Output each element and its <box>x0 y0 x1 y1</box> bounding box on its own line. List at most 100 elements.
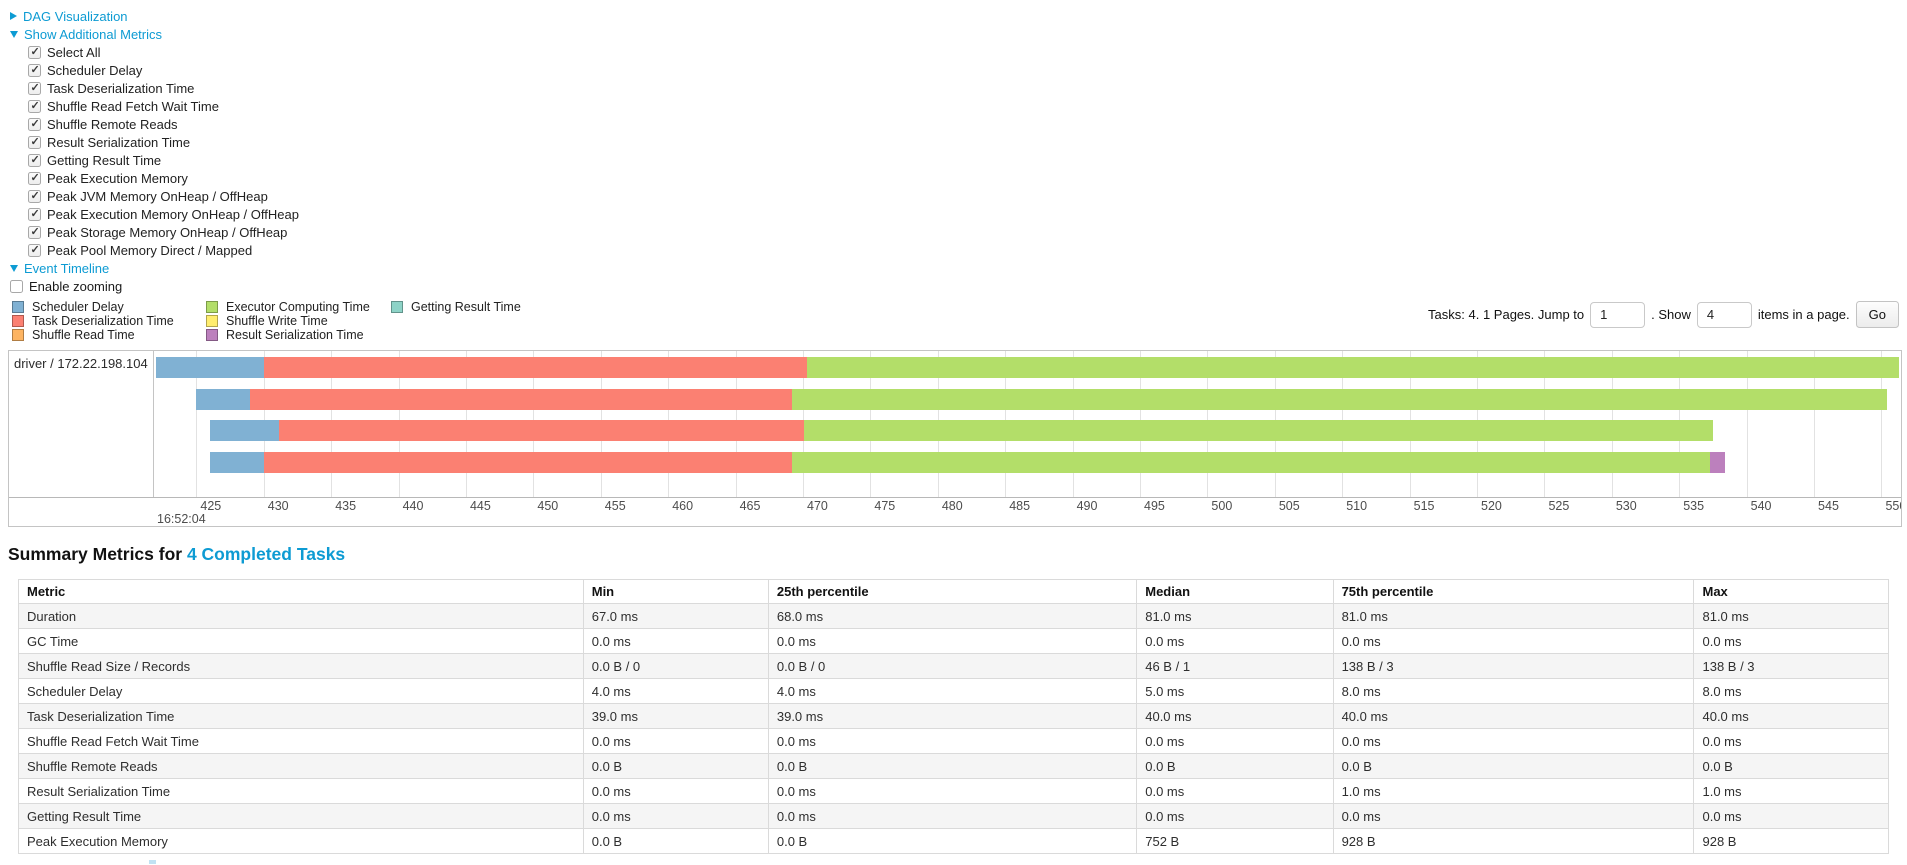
axis-tick-label: 530 <box>1615 499 1637 513</box>
metric-checkbox-row: Peak JVM Memory OnHeap / OffHeap <box>10 187 1907 205</box>
show-additional-metrics-toggle[interactable]: Show Additional Metrics <box>10 25 1907 43</box>
metric-checkbox[interactable] <box>28 63 41 77</box>
metric-value-cell: 46 B / 1 <box>1136 653 1334 679</box>
timeline-task-segment-executor-computing[interactable] <box>792 388 1887 410</box>
metric-checkbox[interactable] <box>28 135 41 149</box>
metric-value-cell: 81.0 ms <box>1332 603 1695 629</box>
table-row: GC Time 0.0 ms 0.0 ms 0.0 ms 0.0 ms 0.0 ms <box>18 628 1889 654</box>
timeline-task-segment-scheduler-delay[interactable] <box>155 357 264 378</box>
event-timeline-toggle[interactable]: Event Timeline <box>10 259 1907 277</box>
legend-swatch-icon <box>12 301 24 313</box>
enable-zooming-checkbox[interactable] <box>10 279 23 293</box>
timeline-task-segment-task-deserialization[interactable] <box>263 357 808 378</box>
axis-tick-label: 550 <box>1885 499 1901 513</box>
time-axis-labels: 425 430 435 440 445 450 455 460 465 470 475 480 485 4… <box>155 499 1901 514</box>
metric-value-cell: 5.0 ms <box>1136 678 1334 704</box>
metric-checkbox-label: Task Deserialization Time <box>47 80 195 96</box>
timeline-task-segment-task-deserialization[interactable] <box>250 388 793 410</box>
legend-item: Shuffle Write Time <box>206 314 391 328</box>
metric-checkbox-label: Peak Storage Memory OnHeap / OffHeap <box>47 224 288 240</box>
table-row: Duration 67.0 ms 68.0 ms 81.0 ms 81.0 ms 81.0… <box>18 603 1889 629</box>
axis-tick-label: 485 <box>1009 499 1031 513</box>
metric-checkbox[interactable] <box>28 207 41 221</box>
dag-visualization-toggle[interactable]: DAG Visualization <box>10 7 1907 25</box>
metric-checkbox[interactable] <box>28 99 41 113</box>
metric-value-cell: 0.0 B <box>582 753 769 779</box>
pagination-suffix-text: items in a page. <box>1757 307 1850 322</box>
metric-checkbox-row: Peak Execution Memory <box>10 169 1907 187</box>
table-row: Shuffle Read Fetch Wait Time 0.0 ms 0.0 ms… <box>18 728 1889 754</box>
timeline-task-segment-executor-computing[interactable] <box>807 357 1899 378</box>
pagination-prefix-text: Tasks: 4. 1 Pages. Jump to <box>1428 307 1585 322</box>
event-timeline-link[interactable]: Event Timeline <box>24 260 110 276</box>
timeline-task-segment-scheduler-delay[interactable] <box>209 451 264 473</box>
metric-checkbox[interactable] <box>28 81 41 95</box>
dag-visualization-link[interactable]: DAG Visualization <box>23 8 128 24</box>
metric-checkbox[interactable] <box>28 225 41 239</box>
legend-item: Shuffle Read Time <box>12 328 206 342</box>
metric-value-cell: 752 B <box>1136 828 1334 854</box>
axis-tick-label: 460 <box>672 499 694 513</box>
metric-value-cell: 81.0 ms <box>1136 603 1334 629</box>
metric-value-cell: 0.0 B <box>1332 753 1695 779</box>
metric-value-cell: 0.0 B <box>767 753 1138 779</box>
metric-name-cell: GC Time <box>18 628 584 654</box>
axis-tick-label: 445 <box>469 499 491 513</box>
metric-name-cell: Shuffle Remote Reads <box>18 753 584 779</box>
expanded-arrow-icon <box>10 264 18 272</box>
axis-tick-label: 510 <box>1346 499 1368 513</box>
legend-swatch-icon <box>206 329 218 341</box>
axis-tick-label: 440 <box>402 499 424 513</box>
show-additional-metrics-link[interactable]: Show Additional Metrics <box>24 26 163 42</box>
pagination-show-text: . Show <box>1651 307 1691 322</box>
timeline-task-segment-task-deserialization[interactable] <box>278 420 805 441</box>
jump-to-page-input[interactable] <box>1590 301 1646 328</box>
timeline-task-segment-result-serialization[interactable] <box>1710 451 1726 473</box>
metric-value-cell: 0.0 ms <box>1136 778 1334 804</box>
table-row: Task Deserialization Time 39.0 ms 39.0 ms 4… <box>18 703 1889 729</box>
metric-checkbox-row: Result Serialization Time <box>10 133 1907 151</box>
metric-value-cell: 0.0 ms <box>767 803 1138 829</box>
metric-checkbox[interactable] <box>28 117 41 131</box>
axis-gridline <box>1746 351 1748 497</box>
axis-tick-label: 505 <box>1278 499 1300 513</box>
axis-tick-label: 500 <box>1211 499 1233 513</box>
metric-value-cell: 4.0 ms <box>582 678 769 704</box>
metric-checkbox[interactable] <box>28 243 41 257</box>
axis-tick-label: 425 <box>200 499 222 513</box>
metric-value-cell: 0.0 ms <box>767 628 1138 654</box>
timeline-task-segment-executor-computing[interactable] <box>804 420 1713 441</box>
metric-value-cell: 928 B <box>1693 828 1889 854</box>
summary-metrics-table: Metric Min 25th percentile Median 75th perce… <box>18 579 1889 854</box>
timeline-task-segment-task-deserialization[interactable] <box>263 451 793 473</box>
metric-checkbox[interactable] <box>28 171 41 185</box>
metric-checkbox[interactable] <box>28 45 41 59</box>
metric-name-cell: Getting Result Time <box>18 803 584 829</box>
legend-swatch-icon <box>391 301 403 313</box>
metric-checkbox-label: Peak JVM Memory OnHeap / OffHeap <box>47 188 268 204</box>
metric-checkbox[interactable] <box>28 153 41 167</box>
timeline-task-segment-scheduler-delay[interactable] <box>196 388 251 410</box>
axis-gridline <box>1814 351 1816 497</box>
table-row: Shuffle Remote Reads 0.0 B 0.0 B 0.0 B 0.0 B… <box>18 753 1889 779</box>
metric-value-cell: 68.0 ms <box>767 603 1138 629</box>
metric-name-cell: Duration <box>18 603 584 629</box>
metric-value-cell: 0.0 ms <box>582 728 769 754</box>
timeline-task-segment-executor-computing[interactable] <box>792 451 1711 473</box>
metric-name-cell: Result Serialization Time <box>18 778 584 804</box>
table-column-header: Max <box>1693 579 1889 604</box>
metric-value-cell: 8.0 ms <box>1693 678 1889 704</box>
metric-checkbox-label: Peak Pool Memory Direct / Mapped <box>47 242 253 258</box>
legend-label: Getting Result Time <box>411 300 521 314</box>
axis-tick-label: 520 <box>1481 499 1502 513</box>
expanded-arrow-icon <box>10 30 18 38</box>
completed-tasks-link[interactable]: 4 Completed Tasks <box>186 544 346 564</box>
metric-checkbox-row: Peak Storage Memory OnHeap / OffHeap <box>10 223 1907 241</box>
timeline-task-segment-scheduler-delay[interactable] <box>209 420 279 441</box>
metric-checkbox[interactable] <box>28 189 41 203</box>
go-button[interactable]: Go <box>1855 301 1899 328</box>
axis-gridline <box>196 351 198 497</box>
table-header-row: Metric Min 25th percentile Median 75th perce… <box>18 579 1889 604</box>
items-per-page-input[interactable] <box>1696 301 1752 328</box>
legend-label: Scheduler Delay <box>32 300 124 314</box>
